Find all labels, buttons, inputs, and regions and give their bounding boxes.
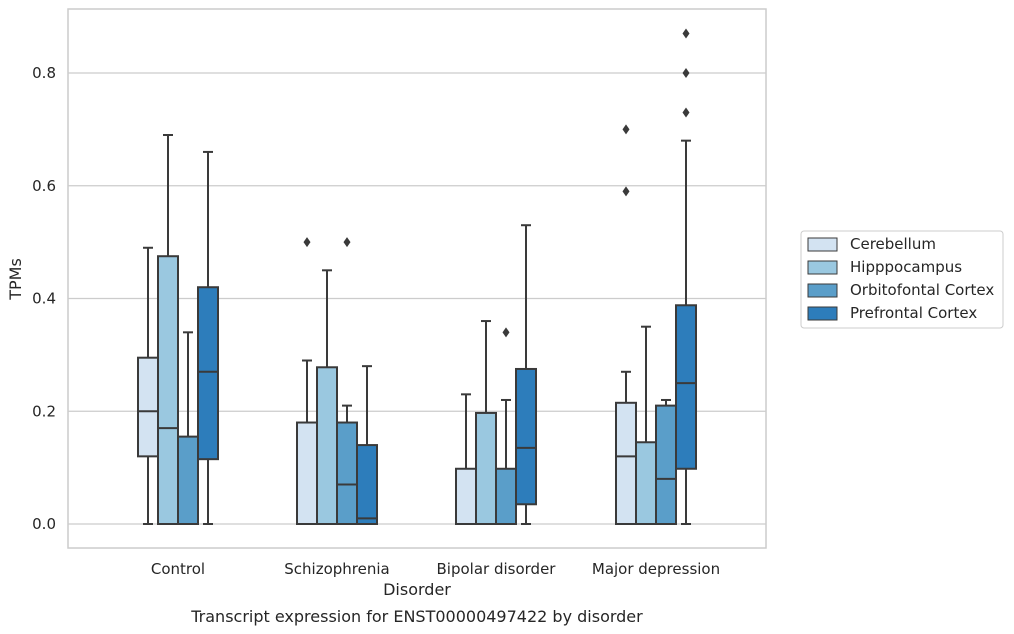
box-group <box>177 331 199 525</box>
legend: Cerebellum Hipppocampus Orbitofontal Corte… <box>800 230 1004 329</box>
outlier-point <box>622 186 630 197</box>
y-tick-labels: 0.0 0.2 0.4 0.6 0.8 <box>32 64 56 533</box>
legend-swatch <box>807 306 838 321</box>
y-tick-label: 0.4 <box>32 290 56 308</box>
outlier-point <box>622 124 630 135</box>
legend-swatch <box>807 283 838 298</box>
iqr-box <box>675 304 697 470</box>
iqr-box <box>475 411 497 525</box>
iqr-box <box>455 467 477 526</box>
y-tick-label: 0.8 <box>32 64 56 82</box>
y-tick-label: 0.6 <box>32 177 56 195</box>
legend-swatch <box>807 237 838 252</box>
iqr-box <box>137 356 159 458</box>
box-group <box>336 237 358 525</box>
x-tick-label: Bipolar disorder <box>437 560 557 578</box>
legend-items: Cerebellum Hipppocampus Orbitofontal Corte… <box>807 235 994 322</box>
box-group <box>356 365 378 526</box>
outlier-point <box>682 107 690 118</box>
box-group <box>615 124 637 526</box>
box-group <box>137 246 159 525</box>
y-axis-label: TPMs <box>6 258 25 301</box>
iqr-box <box>615 401 637 526</box>
x-tick-labels: Control Schizophrenia Bipolar disorder Majo… <box>151 560 720 578</box>
legend-label: Cerebellum <box>850 235 936 253</box>
iqr-box <box>356 444 378 526</box>
x-tick-label: Schizophrenia <box>284 560 389 578</box>
figure-caption: Transcript expression for ENST0000049742… <box>190 607 643 626</box>
iqr-box <box>157 255 179 525</box>
plot-boxes <box>137 28 697 526</box>
outlier-point <box>682 28 690 39</box>
box-group <box>296 237 318 525</box>
box-group <box>475 320 497 525</box>
iqr-box <box>515 367 537 506</box>
legend-label: Prefrontal Cortex <box>850 304 977 322</box>
box-group <box>455 393 477 526</box>
box-group <box>495 327 517 526</box>
iqr-box <box>296 421 318 525</box>
box-group <box>316 269 338 525</box>
legend-swatch <box>807 260 838 275</box>
box-group <box>675 28 697 525</box>
legend-label: Orbitofontal Cortex <box>850 281 994 299</box>
x-tick-label: Major depression <box>592 560 720 578</box>
y-tick-label: 0.0 <box>32 515 56 533</box>
legend-label: Hipppocampus <box>850 258 962 276</box>
iqr-box <box>197 286 219 461</box>
outlier-point <box>303 237 311 248</box>
box-group <box>515 224 537 525</box>
iqr-box <box>316 366 338 525</box>
outlier-point <box>682 68 690 78</box>
legend-frame <box>800 230 1004 329</box>
iqr-box <box>635 441 657 526</box>
iqr-box <box>336 421 358 525</box>
outlier-point <box>343 237 351 248</box>
outlier-point <box>502 327 510 338</box>
plot-frame <box>67 8 767 549</box>
y-tick-label: 0.2 <box>32 402 56 420</box>
x-axis-label: Disorder <box>383 580 451 599</box>
iqr-box <box>495 467 517 526</box>
box-group <box>197 150 219 525</box>
iqr-box <box>177 435 199 525</box>
iqr-box <box>655 404 677 525</box>
box-group <box>635 325 657 526</box>
box-group <box>157 134 179 525</box>
x-tick-label: Control <box>151 560 205 578</box>
box-group <box>655 398 677 525</box>
